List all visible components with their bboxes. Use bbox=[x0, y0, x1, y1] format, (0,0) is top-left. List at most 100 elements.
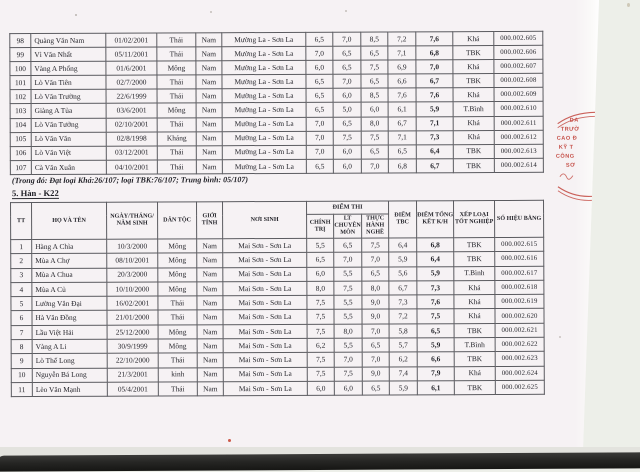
cell-graduation-rank: TBK bbox=[452, 45, 494, 60]
header-ethnicity: DÂN TỘC bbox=[157, 201, 197, 239]
cell-gender: Nam bbox=[196, 103, 223, 118]
dust-speck bbox=[210, 11, 212, 13]
cell-theory-score: 7,0 bbox=[332, 32, 361, 47]
cell-gender: Nam bbox=[195, 74, 223, 90]
cell-average-score: 6,4 bbox=[388, 237, 417, 253]
cell-ethnicity: Mông bbox=[158, 324, 198, 340]
cell-date-of-birth: 01/6/2001 bbox=[105, 61, 157, 76]
cell-certificate-number: 000.002.615 bbox=[494, 237, 544, 252]
cell-practice-score: 7,0 bbox=[361, 252, 389, 267]
cell-practice-score: 9,0 bbox=[361, 309, 390, 324]
header-birthplace: NƠI SINH bbox=[222, 201, 307, 239]
cell-gender: Nam bbox=[196, 117, 223, 132]
cell-politics-score: 5,5 bbox=[306, 238, 334, 253]
cell-final-score: 7,6 bbox=[416, 294, 455, 310]
cell-student-name: Mùa A Chợ bbox=[31, 253, 107, 269]
cell-student-name: Lò Thế Long bbox=[32, 353, 108, 369]
cell-politics-score: 8,0 bbox=[306, 281, 334, 296]
cell-politics-score: 7,5 bbox=[306, 309, 335, 325]
cell-average-score: 7,1 bbox=[387, 45, 416, 61]
cell-birthplace: Mai Sơn - Sơn La bbox=[222, 281, 307, 296]
cell-birthplace: Mai Sơn - Sơn La bbox=[222, 266, 307, 282]
cell-average-score: 6,9 bbox=[387, 60, 416, 75]
cell-certificate-number: 000.002.613 bbox=[494, 144, 544, 159]
header-theory: LT CHUYÊN MÔN bbox=[333, 214, 362, 239]
cell-practice-score: 8,0 bbox=[361, 280, 389, 296]
cell-final-score: 7,9 bbox=[417, 366, 455, 381]
cell-practice-score: 8,5 bbox=[361, 88, 389, 103]
cell-student-name: Lường Văn Đại bbox=[31, 296, 107, 312]
cell-index: 106 bbox=[10, 146, 32, 161]
cell-certificate-number: 000.002.623 bbox=[495, 351, 545, 367]
cell-birthplace: Mường La - Sơn La bbox=[222, 102, 307, 118]
cell-student-name: Cà Văn Xuân bbox=[31, 160, 107, 175]
cell-index: 107 bbox=[10, 160, 32, 175]
cell-ethnicity: Mông bbox=[157, 238, 197, 254]
cell-practice-score: 7,0 bbox=[361, 158, 389, 174]
cell-index: 104 bbox=[10, 118, 32, 133]
cell-student-name: Vàng A Phống bbox=[30, 61, 106, 76]
cell-practice-score: 7,5 bbox=[361, 237, 389, 253]
cell-final-score: 7,5 bbox=[417, 309, 455, 324]
cell-gender: Nam bbox=[196, 267, 223, 282]
cell-student-name: Lò Văn Tưởng bbox=[31, 117, 107, 133]
cell-certificate-number: 000.002.605 bbox=[493, 31, 543, 46]
cell-final-score: 6,7 bbox=[416, 158, 454, 173]
stamp-text-fragment: KỸ T bbox=[558, 144, 574, 151]
cell-graduation-rank: TBK bbox=[453, 158, 495, 173]
cell-birthplace: Mai Sơn - Sơn La bbox=[223, 367, 308, 382]
cell-date-of-birth: 08/10/2001 bbox=[106, 253, 158, 268]
cell-ethnicity: kinh bbox=[158, 367, 198, 382]
cell-index: 100 bbox=[9, 61, 31, 76]
cell-final-score: 6,5 bbox=[417, 323, 455, 338]
cell-practice-score: 6,5 bbox=[360, 46, 388, 61]
cell-index: 11 bbox=[11, 382, 33, 397]
cell-gender: Nam bbox=[197, 324, 224, 339]
cell-date-of-birth: 01/02/2001 bbox=[105, 32, 157, 48]
header-practice: THỰC HÀNH NGHỀ bbox=[361, 213, 389, 239]
cell-date-of-birth: 21/3/2001 bbox=[107, 367, 159, 383]
cell-date-of-birth: 02/10/2001 bbox=[106, 117, 158, 132]
cell-politics-score: 7,0 bbox=[306, 116, 334, 131]
cell-date-of-birth: 02/8/1998 bbox=[106, 131, 158, 146]
cell-politics-score: 7,0 bbox=[306, 144, 334, 160]
cell-final-score: 7,6 bbox=[415, 31, 453, 46]
cell-average-score: 6,7 bbox=[388, 116, 417, 131]
cell-graduation-rank: Khá bbox=[454, 366, 496, 381]
cell-student-name: Vì Văn Nhất bbox=[30, 47, 106, 62]
scanned-paper-sheet: 98 Quàng Văn Nam 01/02/2001 Thái Nam Mườ… bbox=[0, 0, 599, 449]
cell-certificate-number: 000.002.625 bbox=[495, 380, 545, 395]
header-average-score: ĐIỂM TBC bbox=[388, 200, 417, 238]
cell-average-score: 6,2 bbox=[389, 352, 418, 367]
page-content: 98 Quàng Văn Nam 01/02/2001 Thái Nam Mườ… bbox=[9, 30, 599, 398]
cell-date-of-birth: 03/12/2001 bbox=[106, 145, 158, 161]
cell-birthplace: Mai Sơn - Sơn La bbox=[223, 381, 308, 396]
cell-index: 102 bbox=[10, 89, 32, 105]
cell-final-score: 7,1 bbox=[416, 116, 454, 131]
cell-average-score: 5,7 bbox=[389, 337, 418, 353]
cell-index: 8 bbox=[11, 339, 33, 355]
cell-birthplace: Mai Sơn - Sơn La bbox=[223, 352, 308, 368]
cell-gender: Nam bbox=[196, 295, 223, 311]
cell-ethnicity: Thái bbox=[157, 296, 197, 311]
cell-ethnicity: Thái bbox=[157, 310, 198, 325]
cell-index: 2 bbox=[10, 253, 32, 269]
cell-politics-score: 7,5 bbox=[307, 366, 335, 382]
cell-ethnicity: Thái bbox=[156, 46, 196, 62]
stamp-text-fragment: CÔNG bbox=[555, 153, 575, 160]
cell-index: 1 bbox=[10, 239, 32, 254]
cell-gender: Nam bbox=[197, 381, 224, 397]
cell-final-score: 7,3 bbox=[416, 280, 454, 296]
cell-theory-score: 8,0 bbox=[334, 323, 363, 339]
cell-date-of-birth: 22/6/1999 bbox=[106, 89, 158, 104]
cell-birthplace: Mường La - Sơn La bbox=[222, 159, 307, 174]
stamp-text-fragment: CAO Đ bbox=[556, 135, 578, 142]
cell-theory-score: 7,0 bbox=[332, 74, 362, 89]
cell-final-score: 6,8 bbox=[415, 45, 453, 61]
cell-certificate-number: 000.002.611 bbox=[494, 115, 544, 131]
cell-birthplace: Mường La - Sơn La bbox=[221, 74, 307, 90]
cell-graduation-rank: TBK bbox=[453, 237, 495, 252]
cell-graduation-rank: Khá bbox=[452, 31, 494, 46]
cell-theory-score: 5,5 bbox=[333, 295, 362, 310]
